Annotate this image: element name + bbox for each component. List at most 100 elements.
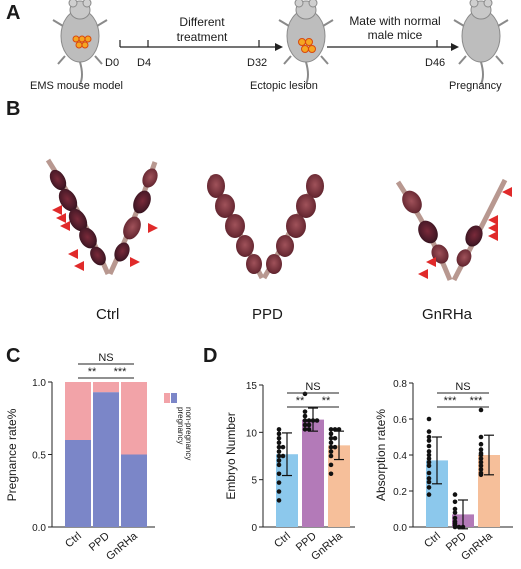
data-point [426,463,432,469]
data-point [452,499,458,505]
data-point [426,452,432,458]
data-point [328,431,334,437]
y-axis-label: Pregnance rate% [5,408,19,501]
data-point [426,456,432,461]
significance-label: NS [455,381,470,393]
bar [302,419,324,527]
data-point [306,418,312,423]
red-arrow-icon [68,249,78,259]
data-point [332,444,338,450]
significance-label: ** [88,366,97,378]
treatment-label: Different treatment [176,15,228,44]
red-arrow-icon [60,221,70,231]
bar-non-pregnancy [65,382,91,440]
significance-label: *** [470,395,484,407]
data-point [478,447,484,452]
data-point [452,515,458,521]
data-point [328,453,334,459]
y-tick-label: 0.0 [32,523,46,534]
data-point [276,480,282,485]
data-point [478,463,484,469]
data-point [328,462,334,468]
red-arrow-icon [502,187,512,197]
uterus-label-ppd: PPD [252,306,283,323]
y-tick-label: 0.5 [32,451,46,462]
data-point [302,422,308,428]
timeline-diagram [52,0,509,85]
significance-label: ** [296,395,305,407]
data-point [276,449,282,454]
uterus-label-gnrha: GnRHa [422,306,473,323]
red-arrow-icon [488,223,498,233]
bar-non-pregnancy [93,382,119,393]
significance-label: ** [322,395,331,407]
data-point [426,470,432,476]
data-point [426,438,432,443]
uterus-label-ctrl: Ctrl [96,306,120,323]
mouse-icon-lesion [278,0,334,85]
x-tick-label: Ctrl [422,530,443,550]
data-point [276,489,282,494]
data-point [332,435,338,441]
panel-letter-d: D [203,345,218,367]
data-point [478,459,484,465]
red-arrow-icon [74,261,84,271]
bar [276,454,298,527]
data-point [276,462,282,468]
data-point [478,467,484,472]
red-arrow-icon [130,257,140,267]
day-d0: D0 [105,57,120,69]
data-point [328,440,334,445]
bar-pregnancy [65,440,91,527]
bar [328,445,350,527]
x-tick-label: Ctrl [272,530,293,550]
data-point [302,427,308,432]
data-point [426,492,432,497]
data-point [426,479,432,485]
bar-non-pregnancy [121,382,147,455]
data-point [452,492,458,497]
data-point [478,434,484,440]
day-d32: D32 [247,57,268,69]
data-point [452,510,458,515]
day-d4: D4 [137,57,152,69]
data-point [302,418,308,423]
y-tick-label: 10 [246,428,258,439]
mouse-icon-pregnancy [453,0,509,85]
stage-pregnancy: Pregnancy [449,80,502,92]
bar-pregnancy [121,454,147,527]
data-point [426,429,432,434]
legend-swatch-non-pregnancy [164,393,170,403]
legend-swatch-pregnancy [171,393,177,403]
data-point [302,409,308,414]
data-point [478,472,484,478]
x-tick-label: GnRHa [104,530,140,563]
bar [478,455,500,527]
y-tick-label: 0.6 [393,415,407,426]
data-point [276,471,282,477]
red-arrow-icon [52,205,62,215]
mate-label: Mate with normal male mice [349,14,441,42]
y-tick-label: 1.0 [32,378,46,389]
day-d46: D46 [425,57,446,69]
data-point [276,498,282,503]
mouse-icon-ems [52,0,108,85]
data-point [306,422,312,428]
data-point [302,413,308,419]
data-point [306,427,312,432]
data-point [456,524,462,530]
legend-label-pregnancy: pregnancy [176,407,185,444]
y-tick-label: 0.8 [393,379,407,390]
y-tick-label: 5 [251,476,257,487]
panel-letter-c: C [6,345,21,367]
data-point [310,418,316,423]
red-arrow-icon [488,231,498,241]
data-point [328,471,334,477]
data-point [426,449,432,454]
data-point [332,427,338,432]
data-point [328,435,334,441]
data-point [426,434,432,440]
y-axis-label: Embryo Number [224,412,238,499]
